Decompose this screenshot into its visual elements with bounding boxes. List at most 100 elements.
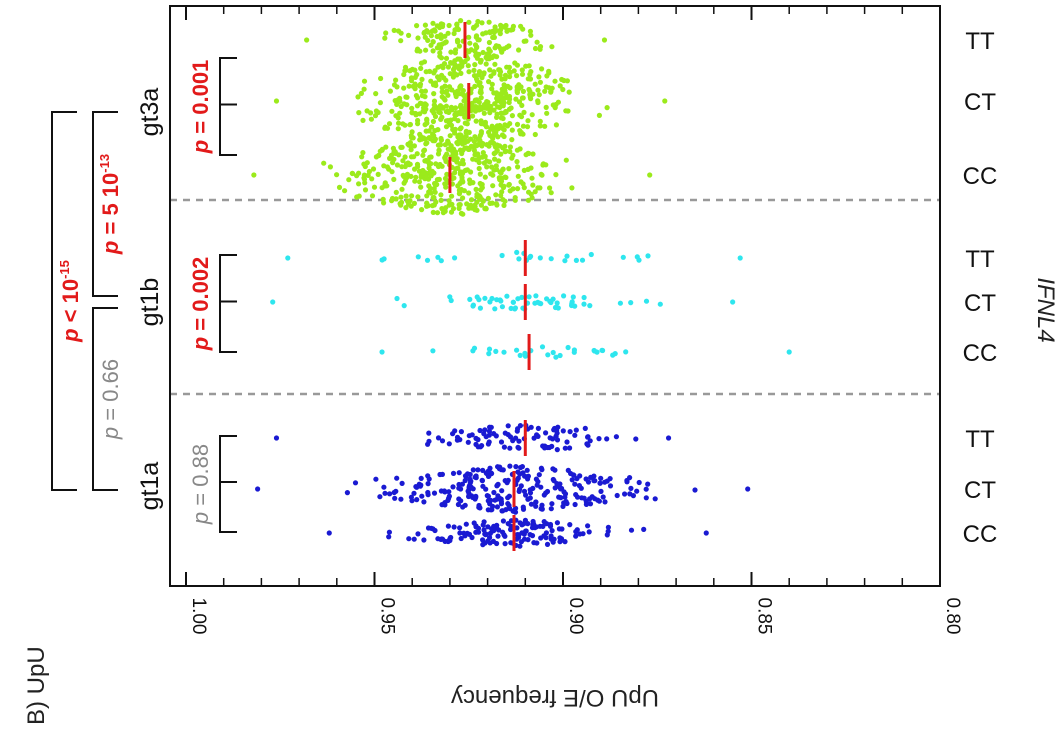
genotype-label: CC bbox=[963, 521, 998, 548]
data-point bbox=[560, 428, 566, 434]
data-point bbox=[520, 123, 527, 129]
data-point bbox=[517, 352, 523, 358]
data-point bbox=[395, 115, 401, 121]
data-point bbox=[415, 35, 421, 41]
data-point bbox=[441, 75, 447, 81]
data-point bbox=[355, 94, 361, 100]
data-point bbox=[490, 183, 496, 189]
data-point bbox=[500, 518, 506, 524]
data-point bbox=[441, 488, 447, 494]
data-point bbox=[401, 85, 407, 91]
data-point bbox=[522, 517, 529, 524]
data-point bbox=[398, 194, 404, 200]
data-point bbox=[587, 303, 593, 309]
data-point bbox=[412, 178, 418, 184]
data-point bbox=[406, 536, 412, 542]
data-point bbox=[591, 473, 597, 479]
data-point bbox=[641, 526, 647, 533]
data-point bbox=[399, 480, 405, 486]
data-point bbox=[460, 157, 466, 163]
data-point bbox=[591, 347, 597, 354]
data-point bbox=[532, 300, 538, 306]
data-point bbox=[538, 484, 544, 490]
data-point bbox=[504, 293, 510, 299]
data-point bbox=[643, 298, 650, 304]
data-point bbox=[398, 496, 404, 502]
data-point bbox=[452, 255, 458, 261]
data-point bbox=[421, 59, 428, 65]
data-point bbox=[597, 480, 603, 486]
data-point bbox=[493, 433, 499, 439]
data-point bbox=[425, 481, 431, 487]
data-point bbox=[321, 160, 327, 166]
data-point bbox=[543, 84, 549, 90]
data-point bbox=[408, 494, 414, 500]
data-point bbox=[481, 527, 487, 533]
data-point bbox=[457, 91, 463, 97]
data-point bbox=[475, 529, 482, 535]
data-point bbox=[557, 352, 563, 359]
data-point bbox=[692, 487, 698, 493]
data-point bbox=[255, 486, 261, 492]
data-point bbox=[472, 134, 478, 140]
data-point bbox=[498, 90, 504, 96]
genotype-label: CT bbox=[964, 290, 996, 317]
data-point bbox=[425, 441, 431, 447]
data-point bbox=[524, 124, 531, 130]
data-point bbox=[477, 104, 483, 110]
data-point bbox=[352, 480, 359, 486]
data-point bbox=[471, 520, 477, 526]
data-point bbox=[273, 98, 280, 104]
data-point bbox=[304, 37, 310, 43]
data-point bbox=[417, 83, 423, 89]
data-point bbox=[375, 109, 381, 116]
data-point bbox=[414, 497, 420, 503]
data-point bbox=[415, 117, 421, 124]
data-point bbox=[564, 439, 570, 445]
data-point bbox=[519, 95, 526, 101]
data-point bbox=[438, 116, 444, 122]
data-point bbox=[448, 104, 454, 110]
data-point bbox=[400, 158, 406, 164]
data-point bbox=[480, 537, 486, 543]
data-point bbox=[462, 473, 469, 479]
data-point bbox=[530, 151, 536, 157]
data-point bbox=[582, 425, 588, 431]
data-point bbox=[461, 92, 467, 99]
data-point bbox=[516, 47, 522, 53]
data-point bbox=[479, 120, 485, 126]
data-point bbox=[498, 170, 504, 176]
data-point bbox=[512, 305, 519, 311]
data-point bbox=[550, 349, 556, 356]
data-point bbox=[414, 151, 420, 157]
data-point bbox=[417, 131, 423, 137]
data-point bbox=[446, 493, 452, 499]
data-point bbox=[434, 33, 440, 40]
data-point bbox=[285, 255, 291, 261]
data-point bbox=[501, 444, 507, 450]
data-point bbox=[443, 109, 449, 115]
data-point bbox=[457, 180, 463, 187]
data-point bbox=[585, 442, 591, 448]
data-point bbox=[344, 490, 350, 496]
data-point bbox=[470, 494, 476, 500]
data-point bbox=[451, 524, 457, 530]
data-point bbox=[545, 352, 551, 358]
within-p-value: p = 0.88 bbox=[188, 444, 213, 525]
data-point bbox=[543, 162, 549, 168]
data-point bbox=[356, 181, 362, 187]
data-point bbox=[530, 182, 536, 188]
data-point bbox=[430, 118, 436, 125]
data-point bbox=[457, 202, 463, 208]
data-point bbox=[412, 74, 418, 80]
data-point bbox=[447, 294, 453, 300]
data-point bbox=[370, 166, 377, 172]
data-point bbox=[446, 489, 452, 495]
data-point bbox=[437, 105, 443, 111]
data-point bbox=[477, 59, 484, 65]
data-point bbox=[574, 494, 581, 500]
data-point bbox=[542, 123, 548, 129]
data-point bbox=[498, 298, 504, 304]
data-point bbox=[452, 105, 459, 111]
data-point bbox=[574, 476, 580, 482]
